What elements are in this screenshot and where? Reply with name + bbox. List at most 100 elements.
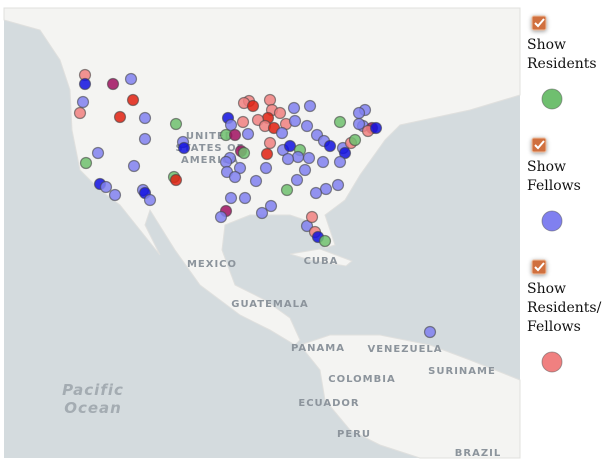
location-marker[interactable] — [302, 151, 316, 165]
ocean-label: Ocean — [64, 399, 122, 417]
location-marker[interactable] — [108, 188, 122, 202]
location-marker[interactable] — [224, 191, 238, 205]
location-marker[interactable] — [263, 93, 277, 107]
location-marker[interactable] — [113, 110, 127, 124]
location-marker[interactable] — [323, 139, 337, 153]
map-label: AMERICA — [181, 155, 239, 166]
location-marker[interactable] — [143, 193, 157, 207]
checkbox[interactable] — [531, 15, 547, 31]
location-marker[interactable] — [238, 191, 252, 205]
legend-swatch — [541, 88, 563, 110]
map-label: STATES OF — [176, 143, 245, 154]
location-marker[interactable] — [237, 146, 251, 160]
map-label: GUATEMALA — [231, 299, 308, 310]
location-marker[interactable] — [73, 106, 87, 120]
checkbox[interactable] — [531, 259, 547, 275]
map-label: PERU — [337, 429, 371, 440]
location-marker[interactable] — [309, 186, 323, 200]
location-marker[interactable] — [287, 101, 301, 115]
land — [3, 7, 521, 346]
location-marker[interactable] — [300, 119, 314, 133]
location-marker[interactable] — [290, 173, 304, 187]
location-marker[interactable] — [249, 174, 263, 188]
location-marker[interactable] — [275, 126, 289, 140]
map-label: VENEZUELA — [367, 344, 442, 355]
legend-swatch — [541, 210, 563, 232]
legend-label: Show — [527, 37, 566, 53]
location-marker[interactable] — [288, 114, 302, 128]
location-marker[interactable] — [127, 159, 141, 173]
location-marker[interactable] — [264, 199, 278, 213]
markers — [73, 68, 437, 339]
location-marker[interactable] — [348, 133, 362, 147]
checkmark[interactable] — [534, 18, 545, 28]
location-marker[interactable] — [76, 95, 90, 109]
legend: Show Residents Show Fellows Show Residents/Fe… — [527, 15, 602, 373]
legend-label: Residents/ — [527, 300, 602, 316]
location-marker[interactable] — [316, 155, 330, 169]
location-marker[interactable] — [423, 325, 437, 339]
location-marker[interactable] — [138, 132, 152, 146]
legend-label: Show — [527, 281, 566, 297]
location-marker[interactable] — [169, 173, 183, 187]
location-marker[interactable] — [246, 99, 260, 113]
land — [299, 334, 521, 459]
map-label: MEXICO — [187, 259, 237, 270]
location-marker[interactable] — [91, 146, 105, 160]
location-marker[interactable] — [369, 121, 383, 135]
legend-label: Fellows — [527, 319, 581, 335]
location-marker[interactable] — [281, 152, 295, 166]
location-marker[interactable] — [224, 118, 238, 132]
location-marker[interactable] — [177, 141, 191, 155]
legend-label: Residents — [527, 56, 597, 72]
location-marker[interactable] — [219, 155, 233, 169]
location-marker[interactable] — [318, 234, 332, 248]
map-label: PANAMA — [291, 343, 345, 354]
location-marker[interactable] — [319, 182, 333, 196]
location-marker[interactable] — [241, 127, 255, 141]
location-marker[interactable] — [169, 117, 183, 131]
map-label: SURINAME — [428, 366, 496, 377]
location-marker[interactable] — [338, 146, 352, 160]
location-marker[interactable] — [283, 139, 297, 153]
location-marker[interactable] — [300, 219, 314, 233]
location-marker[interactable] — [236, 115, 250, 129]
map-label: COLOMBIA — [328, 374, 395, 385]
location-marker[interactable] — [273, 106, 287, 120]
checkbox[interactable] — [531, 137, 547, 153]
location-marker[interactable] — [331, 178, 345, 192]
location-marker[interactable] — [233, 161, 247, 175]
location-marker[interactable] — [333, 155, 347, 169]
location-marker[interactable] — [263, 136, 277, 150]
location-marker[interactable] — [291, 150, 305, 164]
legend-label: Fellows — [527, 178, 581, 194]
location-marker[interactable] — [106, 77, 120, 91]
location-marker[interactable] — [303, 99, 317, 113]
checkmark[interactable] — [534, 262, 545, 272]
location-marker[interactable] — [298, 163, 312, 177]
location-marker[interactable] — [228, 170, 242, 184]
location-marker[interactable] — [333, 115, 347, 129]
legend-swatch — [541, 351, 563, 373]
location-marker[interactable] — [259, 161, 273, 175]
location-marker[interactable] — [305, 210, 319, 224]
location-marker[interactable] — [124, 72, 138, 86]
location-marker[interactable] — [260, 147, 274, 161]
location-marker[interactable] — [138, 111, 152, 125]
location-marker[interactable] — [352, 106, 366, 120]
location-marker[interactable] — [255, 206, 269, 220]
checkmark[interactable] — [534, 140, 545, 150]
land — [289, 248, 353, 267]
location-marker[interactable] — [99, 180, 113, 194]
location-marker[interactable] — [79, 156, 93, 170]
location-marker[interactable] — [78, 77, 92, 91]
location-marker[interactable] — [126, 93, 140, 107]
map-label: UNITED — [186, 131, 234, 142]
map: UNITED STATES OF AMERICA MEXICO CUBA GUA… — [3, 7, 521, 459]
location-marker[interactable] — [228, 128, 242, 142]
map-label: CUBA — [304, 256, 339, 267]
location-marker[interactable] — [214, 210, 228, 224]
map-label: BRAZIL — [455, 448, 501, 459]
location-marker[interactable] — [280, 183, 294, 197]
